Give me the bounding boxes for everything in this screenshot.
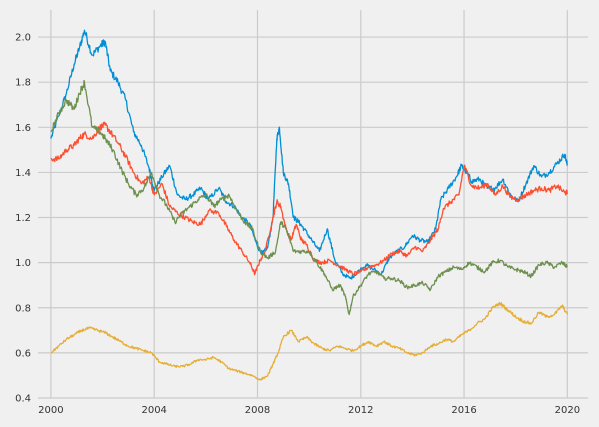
y-tick-label: 1.6	[15, 123, 31, 134]
x-tick-label: 2020	[555, 405, 580, 416]
x-tick-label: 2000	[38, 405, 63, 416]
series-line-2	[50, 121, 568, 276]
series-line-1	[50, 29, 568, 280]
y-tick-label: 1.4	[15, 168, 31, 179]
y-tick-label: 1.2	[15, 213, 31, 224]
y-tick-label: 0.8	[15, 303, 31, 314]
x-tick-label: 2016	[451, 405, 476, 416]
series-lines	[50, 29, 568, 381]
x-tick-label: 2012	[348, 405, 373, 416]
y-tick-label: 0.6	[15, 348, 31, 359]
y-tick-label: 2.0	[15, 33, 31, 44]
x-gridlines	[50, 10, 568, 398]
y-tick-label: 0.4	[15, 394, 31, 405]
x-tick-label: 2004	[141, 405, 166, 416]
series-line-3	[50, 79, 568, 316]
y-axis-tick-labels: 0.4 0.6 0.8 1.0 1.2 1.4 1.6 1.8 2.0	[15, 33, 31, 405]
series-line-4	[50, 301, 568, 381]
x-tick-label: 2008	[245, 405, 270, 416]
x-axis-tick-labels: 2000 2004 2008 2012 2016 2020	[38, 405, 580, 416]
y-tick-label: 1.0	[15, 258, 31, 269]
y-tick-label: 1.8	[15, 78, 31, 89]
